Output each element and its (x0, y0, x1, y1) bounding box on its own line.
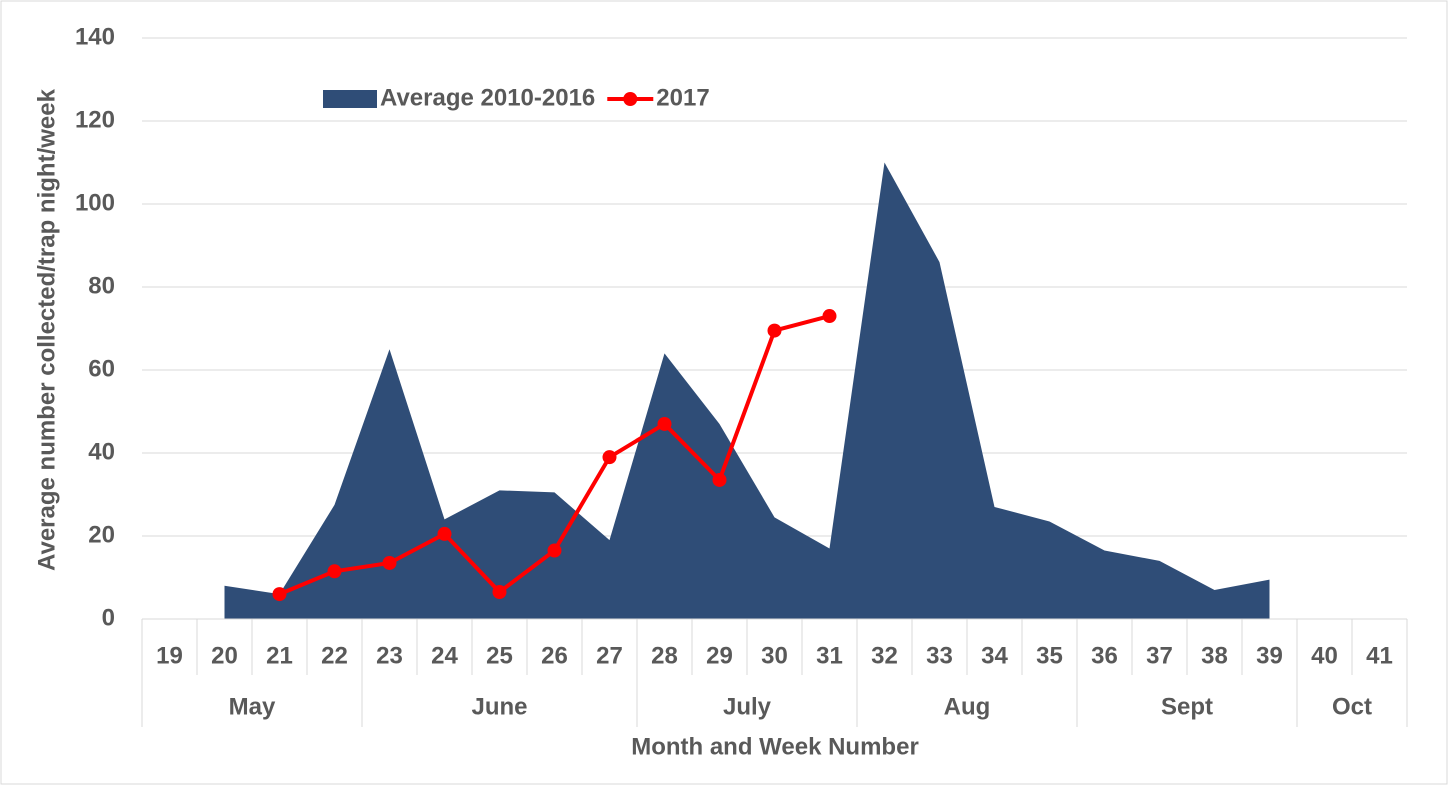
y-tick-label: 40 (88, 438, 115, 465)
y-axis-title: Average number collected/trap night/week (33, 88, 60, 571)
area (224, 162, 1270, 619)
x-tick-label: 31 (816, 642, 843, 669)
x-tick-label: 26 (541, 642, 568, 669)
legend-swatch (323, 90, 377, 108)
line-marker (327, 564, 342, 579)
x-tick-label: 22 (321, 642, 348, 669)
x-tick-label: 19 (156, 642, 183, 669)
x-tick-label: 29 (706, 642, 733, 669)
line-marker (437, 526, 452, 541)
group-label: July (723, 693, 772, 720)
x-tick-label: 39 (1256, 642, 1283, 669)
legend-marker (623, 92, 638, 106)
line-marker (382, 555, 397, 570)
line-marker (272, 587, 287, 602)
group-label: May (229, 693, 276, 720)
group-label: Aug (944, 693, 991, 720)
y-tick-label: 120 (75, 106, 115, 133)
group-label: June (471, 693, 527, 720)
group-label: Oct (1332, 693, 1372, 720)
line-marker (492, 585, 507, 600)
x-tick-label: 25 (486, 642, 513, 669)
y-tick-label: 140 (75, 23, 115, 50)
group-label: Sept (1161, 693, 1213, 720)
x-tick-label: 35 (1036, 642, 1063, 669)
x-tick-label: 33 (926, 642, 953, 669)
line-marker (822, 309, 837, 324)
x-tick-label: 37 (1146, 642, 1173, 669)
legend-label: 2017 (656, 84, 709, 111)
x-tick-label: 24 (431, 642, 458, 669)
legend-label: Average 2010-2016 (380, 84, 595, 111)
y-tick-label: 60 (88, 355, 115, 382)
x-tick-label: 27 (596, 642, 623, 669)
line-marker (657, 416, 672, 431)
x-tick-label: 40 (1311, 642, 1338, 669)
x-tick-label: 30 (761, 642, 788, 669)
line-marker (602, 450, 617, 465)
x-tick-label: 28 (651, 642, 678, 669)
line-marker (767, 323, 782, 338)
line-marker (712, 472, 727, 487)
x-tick-label: 21 (266, 642, 293, 669)
y-tick-label: 80 (88, 272, 115, 299)
y-tick-label: 100 (75, 189, 115, 216)
x-tick-label: 23 (376, 642, 403, 669)
line-marker (547, 543, 562, 558)
y-tick-label: 0 (102, 604, 115, 631)
x-tick-label: 36 (1091, 642, 1118, 669)
x-tick-label: 20 (211, 642, 238, 669)
x-tick-label: 38 (1201, 642, 1228, 669)
x-tick-label: 41 (1366, 642, 1393, 669)
x-tick-label: 32 (871, 642, 898, 669)
y-tick-label: 20 (88, 521, 115, 548)
x-axis-title: Month and Week Number (631, 733, 919, 760)
x-tick-label: 34 (981, 642, 1008, 669)
